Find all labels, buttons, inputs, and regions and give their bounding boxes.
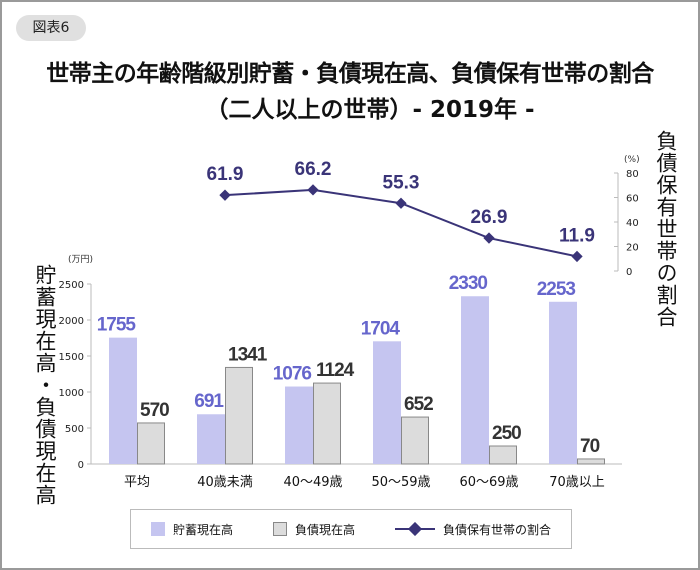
debt-value-label: 570 <box>140 400 169 421</box>
ratio-value-label: 61.9 <box>207 164 244 185</box>
debt-value-label: 1341 <box>228 344 268 365</box>
debt-bar <box>577 458 605 465</box>
ratio-value-label: 26.9 <box>471 207 508 228</box>
right-tick-label: 60 <box>626 194 639 205</box>
left-tick-label: 1000 <box>59 388 84 399</box>
legend-swatch-debt <box>272 522 287 536</box>
legend: 貯蓄現在高 負債現在高 負債保有世帯の割合 <box>130 509 572 549</box>
right-tick-label: 0 <box>626 267 632 278</box>
legend-item-debt: 負債現在高 <box>272 521 355 538</box>
ratio-point <box>571 250 583 263</box>
ratio-point <box>395 197 407 209</box>
savings-value-label: 2253 <box>537 279 576 300</box>
chart-title: 世帯主の年齢階級別貯蓄・負債現在高、負債保有世帯の割合 <box>46 61 654 87</box>
x-tick-label: 40歳未満 <box>197 475 253 490</box>
ratio-value-label: 11.9 <box>559 225 595 246</box>
debt-value-label: 652 <box>404 394 433 415</box>
left-axis-unit: (万円) <box>68 254 93 265</box>
left-tick-label: 2000 <box>59 316 84 327</box>
savings-bar <box>373 341 401 464</box>
x-tick-label: 40～49歳 <box>283 475 342 490</box>
left-tick-label: 2500 <box>59 280 84 291</box>
figure-badge: 図表6 <box>16 15 86 41</box>
right-tick-label: 20 <box>626 243 639 254</box>
left-tick-label: 0 <box>78 460 84 471</box>
legend-item-ratio: 負債保有世帯の割合 <box>394 521 551 538</box>
ratio-point <box>307 184 319 196</box>
debt-bar <box>137 422 165 465</box>
right-tick-label: 40 <box>626 218 639 229</box>
debt-bar <box>401 416 429 465</box>
right-tick-label: 80 <box>626 169 639 180</box>
savings-bar <box>109 337 137 464</box>
savings-value-label: 2330 <box>449 273 488 294</box>
debt-bar <box>313 382 341 465</box>
savings-value-label: 1755 <box>97 315 137 336</box>
chart-subtitle: （二人以上の世帯）- 2019年 - <box>205 97 535 123</box>
legend-label: 負債現在高 <box>294 522 355 537</box>
left-tick-label: 1500 <box>59 352 84 363</box>
debt-value-label: 70 <box>580 436 600 457</box>
debt-value-label: 250 <box>492 423 521 444</box>
x-tick-label: 60～69歳 <box>459 475 518 490</box>
x-tick-label: 70歳以上 <box>549 475 605 490</box>
left-tick-label: 500 <box>65 424 84 435</box>
debt-value-label: 1124 <box>316 360 355 381</box>
ratio-value-label: 66.2 <box>295 159 332 180</box>
ratio-point <box>219 189 231 201</box>
legend-label: 負債保有世帯の割合 <box>442 522 551 537</box>
savings-bar <box>285 386 313 464</box>
debt-bar <box>225 366 253 465</box>
x-tick-label: 平均 <box>124 475 150 490</box>
legend-label: 貯蓄現在高 <box>172 522 233 537</box>
ratio-point <box>483 232 495 244</box>
left-axis-label: 貯蓄現在高・負債現在高 <box>33 264 57 506</box>
legend-line-marker-icon <box>394 522 435 536</box>
right-axis-label: 負債保有世帯の割合 <box>654 130 678 328</box>
legend-item-savings: 貯蓄現在高 <box>150 521 233 538</box>
savings-value-label: 691 <box>194 391 224 412</box>
ratio-value-label: 55.3 <box>383 172 420 193</box>
savings-bar <box>461 296 489 464</box>
savings-bar <box>549 301 577 464</box>
savings-bar <box>197 414 225 464</box>
savings-value-label: 1704 <box>361 318 401 339</box>
right-axis-unit: (%) <box>624 155 640 165</box>
debt-bar <box>489 445 517 465</box>
x-tick-label: 50～59歳 <box>371 475 430 490</box>
savings-value-label: 1076 <box>273 364 312 385</box>
legend-swatch-savings <box>150 522 165 536</box>
